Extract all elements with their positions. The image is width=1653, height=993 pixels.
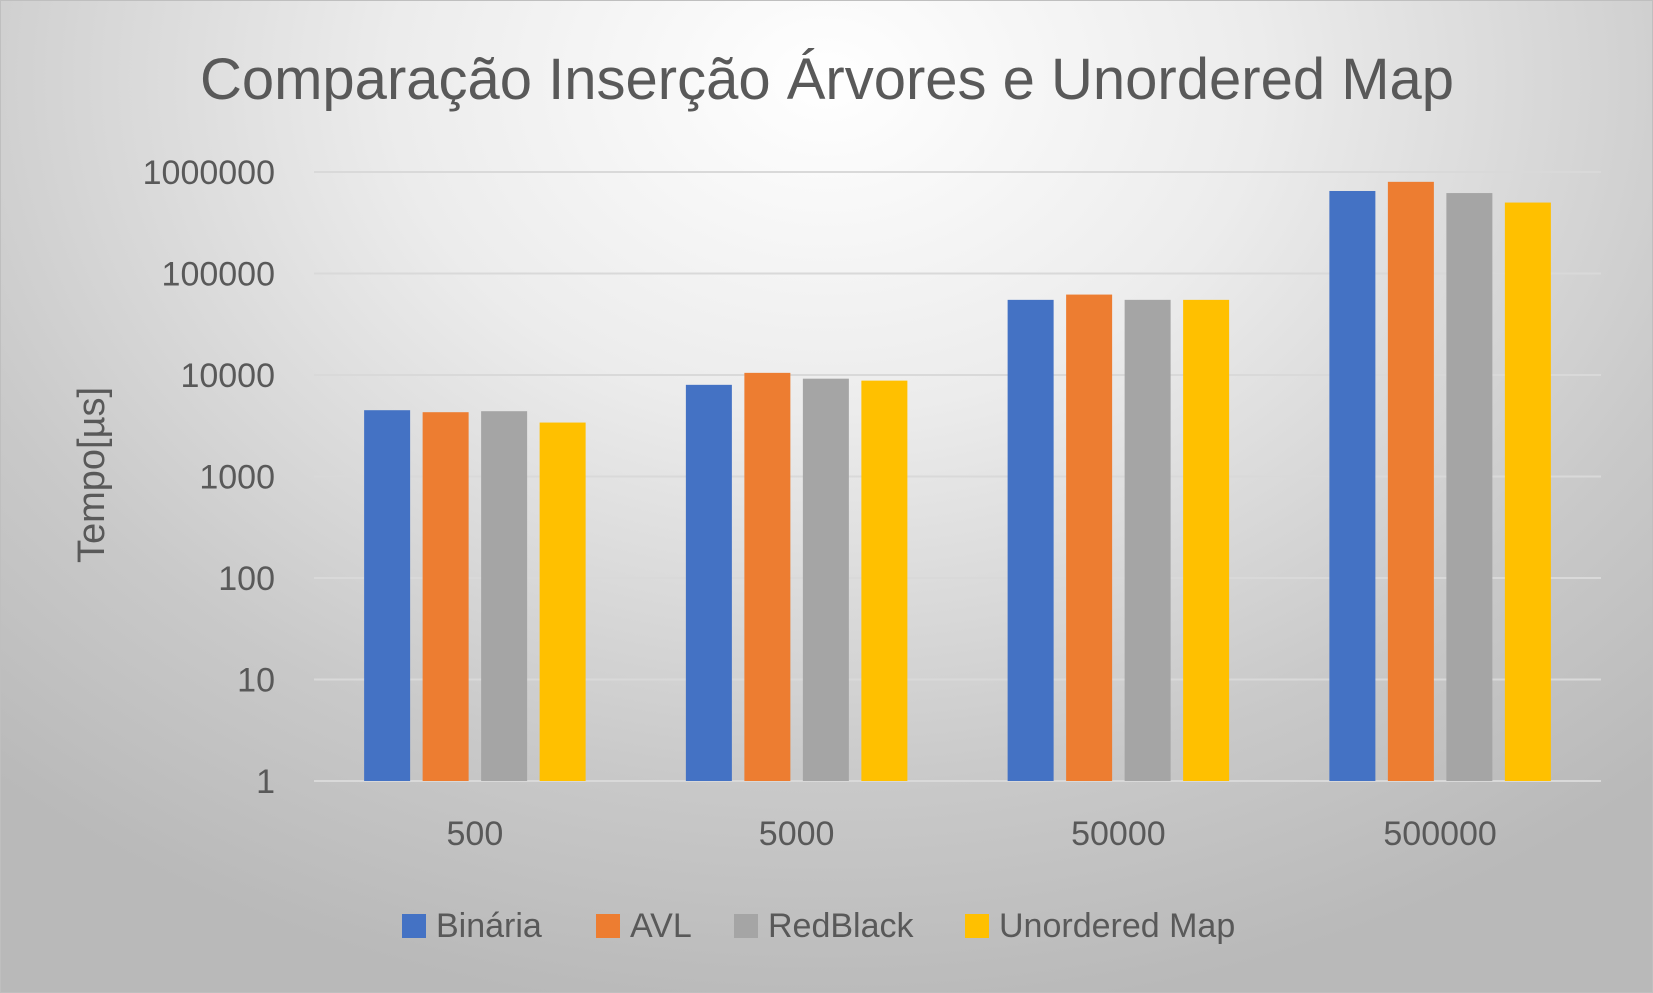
y-tick-label: 1000000 (143, 154, 275, 192)
y-tick-labels: 1 10 100 1000 10000 100000 1000000 (143, 154, 275, 801)
bar (1007, 299, 1054, 781)
legend-label: Unordered Map (999, 907, 1235, 945)
bar (861, 380, 908, 781)
y-axis-label: Tempo[µs] (71, 387, 113, 563)
x-tick-label: 500000 (1383, 815, 1496, 853)
legend-swatch (965, 914, 989, 938)
legend-swatch (402, 914, 426, 938)
y-tick-label: 100000 (162, 256, 275, 294)
y-tick-label: 10 (237, 662, 275, 700)
x-tick-label: 5000 (759, 815, 835, 853)
chart-title: Comparação Inserção Árvores e Unordered … (200, 47, 1454, 112)
x-tick-label: 50000 (1071, 815, 1166, 853)
legend-label: Binária (436, 907, 542, 945)
legend: Binária AVL RedBlack Unordered Map (402, 907, 1235, 945)
legend-label: AVL (630, 907, 692, 945)
bar (364, 410, 411, 781)
legend-swatch (734, 914, 758, 938)
legend-label: RedBlack (768, 907, 915, 945)
bar (744, 372, 791, 781)
bar (1504, 202, 1551, 781)
y-tick-label: 100 (218, 560, 275, 598)
bar (422, 412, 469, 781)
bar (1183, 299, 1230, 781)
y-tick-label: 10000 (180, 357, 275, 395)
bars (364, 181, 1551, 782)
bar (539, 422, 586, 781)
bar (1124, 299, 1171, 781)
legend-swatch (596, 914, 620, 938)
bar (1446, 193, 1493, 781)
grid-lines (314, 171, 1601, 782)
y-tick-label: 1000 (199, 459, 275, 497)
bar (802, 378, 849, 781)
bar (1066, 294, 1113, 781)
x-tick-labels: 500 5000 50000 500000 (447, 815, 1497, 853)
x-tick-label: 500 (447, 815, 504, 853)
bar (685, 384, 732, 781)
bar (481, 411, 528, 781)
bar (1387, 181, 1434, 781)
bar (1329, 190, 1376, 782)
y-tick-label: 1 (256, 763, 275, 801)
